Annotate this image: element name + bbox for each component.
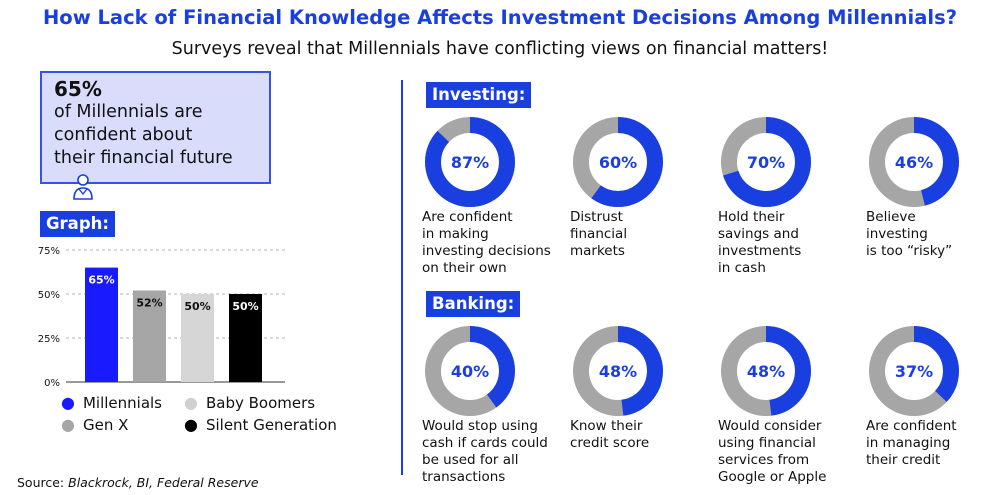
donut-value-label: 48% [599,362,637,381]
source-text: Blackrock, BI, Federal Reserve [68,475,259,490]
legend-label-millennials: Millennials [82,394,162,412]
donut-chart: 40% [425,326,515,416]
bar-value-label: 50% [232,300,258,313]
donut-caption-line: Believe [866,209,916,225]
donut-slice [721,117,811,207]
donut-chart: 60% [573,117,663,207]
donut-caption-line: in making [422,226,489,242]
bar [181,294,214,382]
donut-caption-line: in cash [718,260,766,276]
donut-caption: Would stop using cash if cards could be us… [422,418,548,486]
y-tick-label: 50% [38,290,60,301]
donut-caption-line: be used for all [422,452,519,468]
donut-value-label: 60% [599,153,637,172]
donut-chart: 48% [573,326,663,416]
donut-caption-line: investing decisions [422,243,551,259]
bar [229,294,262,382]
donut-caption-line: financial [570,226,628,242]
legend-label-gen-x: Gen X [82,416,129,434]
y-tick-label: 75% [38,246,60,257]
donut-caption-line: Know their [570,418,643,434]
donut-slice [425,117,515,207]
donut-slice [721,326,811,416]
donut-caption-line: services from [718,452,810,468]
donut-caption-line: investments [718,243,802,259]
bar [85,267,118,382]
source-note: Source: Blackrock, BI, Federal Reserve [17,475,259,490]
donut-value-label: 37% [895,362,933,381]
donut-chart: 46% [869,117,959,207]
legend-item-silent-generation: ● Silent Generation [184,416,337,434]
legend-item-gen-x: ● Gen X [61,416,128,434]
donut-value-label: 48% [747,362,785,381]
donut-caption: Are confident in managing their credit [866,418,957,469]
donut-caption: Believe investing is too “risky” [866,209,952,260]
legend-item-baby-boomers: ● Baby Boomers [184,394,315,412]
person-icon [73,174,93,200]
donut-chart: 37% [869,326,959,416]
stat-line-1: of Millennials are [54,102,203,122]
bar-value-label: 52% [136,296,162,309]
bar [133,290,166,382]
graph-tag: Graph: [40,211,115,237]
donut-caption-line: their credit [866,452,941,468]
legend-dot-baby-boomers: ● [184,393,198,412]
donut-caption-line: credit score [570,435,650,451]
donut-value-label: 46% [895,153,933,172]
legend-label-silent-generation: Silent Generation [205,416,337,434]
banking-tag: Banking: [426,291,521,317]
donut-caption-line: in managing [866,435,951,451]
stat-box: 65% of Millennials are confident about t… [40,71,271,184]
donut-caption-line: using financial [718,435,816,451]
donut-caption-line: Distrust [570,209,623,225]
donut-slice [425,326,515,416]
stat-value: 65% [54,77,102,101]
page-title: How Lack of Financial Knowledge Affects … [42,6,957,29]
donut-chart: 87% [425,117,515,207]
donut-chart: 70% [721,117,811,207]
bar-value-label: 50% [184,300,210,313]
page-subtitle: Surveys reveal that Millennials have con… [171,39,829,59]
legend-dot-gen-x: ● [61,415,75,434]
donut-caption: Know their credit score [570,418,649,452]
donut-caption-line: markets [570,243,625,259]
legend-item-millennials: ● Millennials [61,394,162,412]
donut-caption-line: investing [866,226,928,242]
source-prefix: Source: [17,475,69,490]
y-tick-label: 25% [38,334,60,345]
donut-slice [869,117,959,207]
donut-caption-line: Would consider [718,418,822,434]
bar-value-label: 65% [88,274,114,287]
donut-caption-line: on their own [422,260,507,276]
investing-tag: Investing: [426,82,532,108]
bar-chart: 0% 25% 50% 75% 65% 52% 50% 50% [38,246,285,388]
legend-dot-silent-generation: ● [184,415,198,434]
donut-slice [869,326,959,416]
donut-caption-line: savings and [718,226,799,242]
donut-caption: Distrust financial markets [570,209,627,260]
donut-value-label: 40% [451,362,489,381]
legend-dot-millennials: ● [61,393,75,412]
donut-chart: 48% [721,326,811,416]
donut-caption-line: Hold their [718,209,785,225]
stat-line-2: confident about [54,125,193,145]
donut-value-label: 87% [451,153,489,172]
donut-caption: Are confident in making investing decision… [422,209,551,277]
donut-caption-line: Are confident [422,209,513,225]
donut-caption-line: cash if cards could [422,435,548,451]
vertical-divider [401,80,403,475]
stat-line-3: their financial future [54,148,233,168]
donut-slice [573,326,663,416]
donut-caption-line: Would stop using [422,418,538,434]
legend-label-baby-boomers: Baby Boomers [205,394,316,412]
donut-value-label: 70% [747,153,785,172]
donut-caption: Hold their savings and investments in cash [718,209,801,277]
y-tick-label: 0% [44,378,60,388]
donut-slice [573,117,663,207]
donut-caption-line: transactions [422,469,506,485]
donut-caption-line: Are confident [866,418,957,434]
donut-caption-line: Google or Apple [718,469,827,485]
donut-caption: Would consider using financial services fr… [718,418,826,486]
donut-caption-line: is too “risky” [866,243,953,259]
